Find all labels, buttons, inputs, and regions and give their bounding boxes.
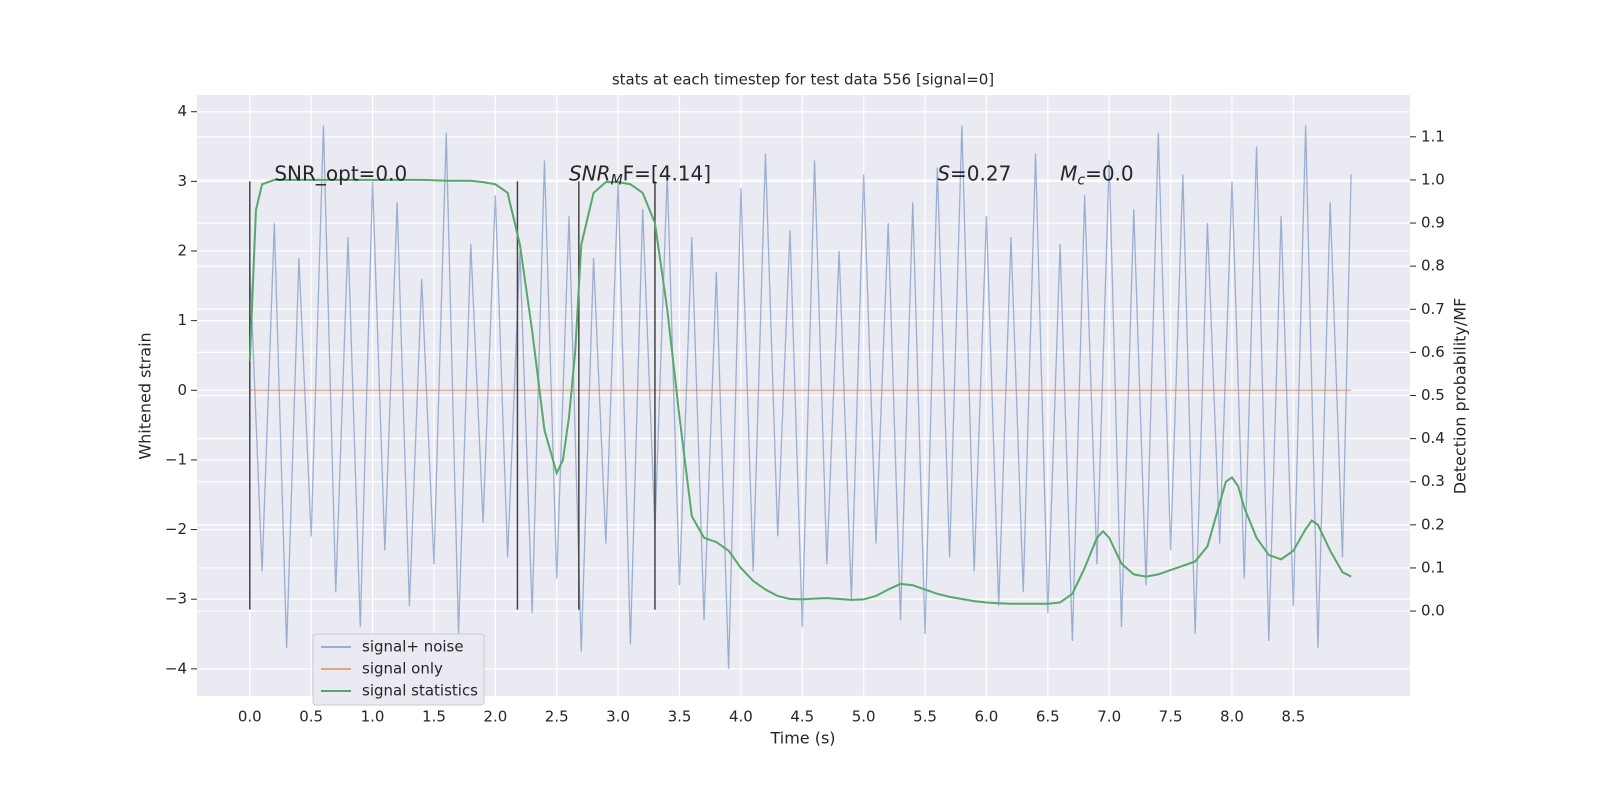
- x-tick-label: 5.5: [913, 708, 937, 726]
- x-tick-label: 1.5: [422, 708, 446, 726]
- annotation: Mc=0.0: [1060, 161, 1134, 189]
- y2-tick-label: 0.0: [1421, 602, 1445, 620]
- x-tick-label: 0.0: [238, 708, 262, 726]
- x-tick-label: 4.0: [729, 708, 753, 726]
- x-tick-label: 2.0: [483, 708, 507, 726]
- y2-tick-label: 0.9: [1421, 214, 1445, 232]
- x-tick-label: 7.0: [1097, 708, 1121, 726]
- y-tick-label: 3: [177, 172, 187, 190]
- x-tick-label: 7.5: [1159, 708, 1183, 726]
- legend-label: signal statistics: [362, 682, 478, 700]
- y-tick-label: 4: [177, 102, 187, 120]
- annotation-part: =0.27: [950, 161, 1011, 185]
- legend-label: signal only: [362, 660, 443, 678]
- annotation-part: F=[4.14]: [623, 161, 711, 185]
- legend: signal+ noise signal only signal statistic…: [312, 633, 485, 706]
- annotation-part: c: [1077, 172, 1085, 188]
- x-tick-label: 8.5: [1281, 708, 1305, 726]
- y-tick-label: 2: [177, 241, 187, 259]
- x-tick-label: 0.5: [299, 708, 323, 726]
- y2-tick-label: 0.4: [1421, 429, 1445, 447]
- x-tick-label: 2.5: [545, 708, 569, 726]
- annotation-part: M: [611, 172, 623, 188]
- annotation-part: S: [937, 161, 950, 185]
- x-tick-label: 6.5: [1036, 708, 1060, 726]
- y2-tick-label: 0.7: [1421, 300, 1445, 318]
- x-tick-label: 1.0: [361, 708, 385, 726]
- x-tick-label: 5.0: [852, 708, 876, 726]
- x-tick-label: 8.0: [1220, 708, 1244, 726]
- annotation: SNR_opt=0.0: [274, 161, 407, 185]
- annotation-part: =0.0: [1085, 161, 1134, 185]
- y2-tick-label: 0.8: [1421, 257, 1445, 275]
- chart-title: stats at each timestep for test data 556…: [612, 71, 994, 89]
- x-tick-label: 3.0: [606, 708, 630, 726]
- annotation-part: M: [1060, 161, 1077, 185]
- y2-tick-label: 1.0: [1421, 170, 1445, 188]
- y-tick-label: −2: [165, 520, 187, 538]
- legend-box: [312, 633, 485, 706]
- y2-tick-label: 1.1: [1421, 127, 1445, 145]
- y-tick-label: −1: [165, 450, 187, 468]
- annotation-part: SNR_opt=0.0: [274, 161, 407, 185]
- y2-tick-label: 0.3: [1421, 472, 1445, 490]
- y2-tick-label: 0.2: [1421, 515, 1445, 533]
- y-axis-label: Whitened strain: [136, 332, 155, 459]
- y2-tick-label: 0.1: [1421, 558, 1445, 576]
- series-line: [248, 178, 1352, 605]
- y-tick-label: −4: [165, 659, 187, 677]
- series-line: [249, 125, 1352, 669]
- x-tick-label: 6.0: [975, 708, 999, 726]
- x-tick-label: 4.5: [790, 708, 814, 726]
- y2-tick-label: 0.6: [1421, 343, 1445, 361]
- y2-tick-label: 0.5: [1421, 386, 1445, 404]
- y-tick-label: 0: [177, 381, 187, 399]
- x-axis-label: Time (s): [769, 729, 835, 748]
- annotation-part: SNR: [569, 161, 611, 185]
- annotation: SNRMF=[4.14]: [569, 161, 711, 189]
- legend-label: signal+ noise: [362, 638, 464, 656]
- annotation: S=0.27: [937, 161, 1011, 185]
- x-tick-label: 3.5: [668, 708, 692, 726]
- y2-axis-label: Detection probability/MF: [1451, 298, 1470, 495]
- y-tick-label: −3: [165, 590, 187, 608]
- y-tick-label: 1: [177, 311, 187, 329]
